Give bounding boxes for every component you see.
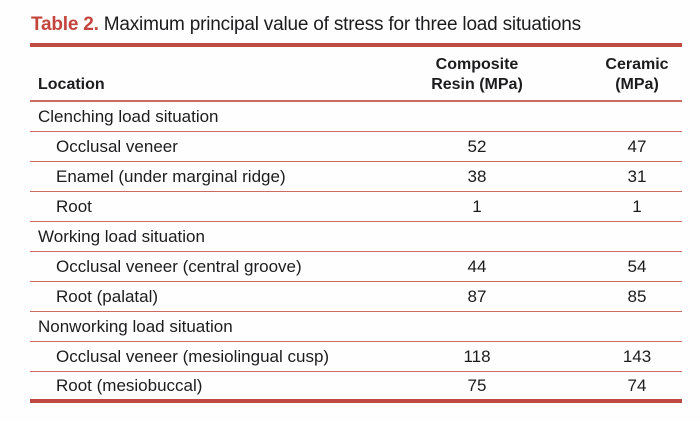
ceramic-value-cell: 47 bbox=[562, 131, 682, 162]
ceramic-value-cell: 74 bbox=[627, 376, 647, 396]
ceramic-value-cell: 85 bbox=[562, 281, 682, 312]
section-row: Working load situation bbox=[30, 221, 682, 252]
section-label: Working load situation bbox=[30, 221, 682, 252]
paper-page: Table 2. Maximum principal value of stres… bbox=[30, 12, 682, 403]
ceramic-value-cell: 31 bbox=[562, 161, 682, 192]
stress-table: Location Composite Resin (MPa) Ceramic (MP… bbox=[30, 47, 682, 403]
section-row: Clenching load situation bbox=[30, 101, 682, 132]
table-number: Table 2. bbox=[31, 14, 99, 35]
location-cell: Enamel (under marginal ridge) bbox=[30, 161, 392, 192]
composite-header-line2: Resin (MPa) bbox=[431, 76, 523, 93]
location-cell: Root (mesiobuccal) bbox=[56, 376, 203, 396]
ceramic-value-cell: 1 bbox=[562, 191, 682, 222]
column-header-location: Location bbox=[30, 47, 392, 102]
section-label: Clenching load situation bbox=[30, 101, 682, 132]
column-header-composite-resin: Composite Resin (MPa) bbox=[392, 47, 562, 102]
section-row: Nonworking load situation bbox=[30, 311, 682, 342]
location-cell: Occlusal veneer bbox=[30, 131, 392, 162]
table-body: Clenching load situation Occlusal veneer 5… bbox=[30, 101, 682, 401]
composite-value-cell: 118 bbox=[392, 341, 562, 372]
location-cell: Occlusal veneer (mesiolingual cusp) bbox=[30, 341, 392, 372]
composite-value-cell: 87 bbox=[392, 281, 562, 312]
composite-value-cell: 75 bbox=[467, 376, 487, 396]
ceramic-header-line1: Ceramic bbox=[605, 56, 669, 73]
composite-value-cell: 44 bbox=[392, 251, 562, 282]
composite-value-cell: 52 bbox=[392, 131, 562, 162]
ceramic-value-cell: 54 bbox=[562, 251, 682, 282]
section-label: Nonworking load situation bbox=[30, 311, 682, 342]
composite-header-line1: Composite bbox=[435, 56, 519, 73]
table-title: Maximum principal value of stress for th… bbox=[103, 14, 581, 35]
composite-value-cell: 38 bbox=[392, 161, 562, 192]
ceramic-value-cell: 143 bbox=[562, 341, 682, 372]
column-header-ceramic: Ceramic (MPa) bbox=[562, 47, 682, 102]
table-row: Root (palatal) 87 85 bbox=[30, 281, 682, 312]
table-row: Root 1 1 bbox=[30, 191, 682, 222]
location-cell: Root bbox=[30, 191, 392, 222]
composite-value-cell: 1 bbox=[392, 191, 562, 222]
table-figure: Table 2. Maximum principal value of stres… bbox=[30, 12, 682, 403]
table-row: Enamel (under marginal ridge) 38 31 bbox=[30, 161, 682, 192]
table-header: Location Composite Resin (MPa) Ceramic (MP… bbox=[30, 47, 682, 102]
table-row: Occlusal veneer (central groove) 44 54 bbox=[30, 251, 682, 282]
location-cell: Occlusal veneer (central groove) bbox=[30, 251, 392, 282]
table-row: Occlusal veneer (mesiolingual cusp) 118 14… bbox=[30, 341, 682, 372]
location-cell: Root (palatal) bbox=[30, 281, 392, 312]
table-row: Occlusal veneer 52 47 bbox=[30, 131, 682, 162]
ceramic-header-line2: (MPa) bbox=[615, 76, 659, 93]
table-caption: Table 2. Maximum principal value of stres… bbox=[30, 12, 682, 47]
table-row: Root (mesiobuccal) 75 74 bbox=[30, 371, 682, 401]
